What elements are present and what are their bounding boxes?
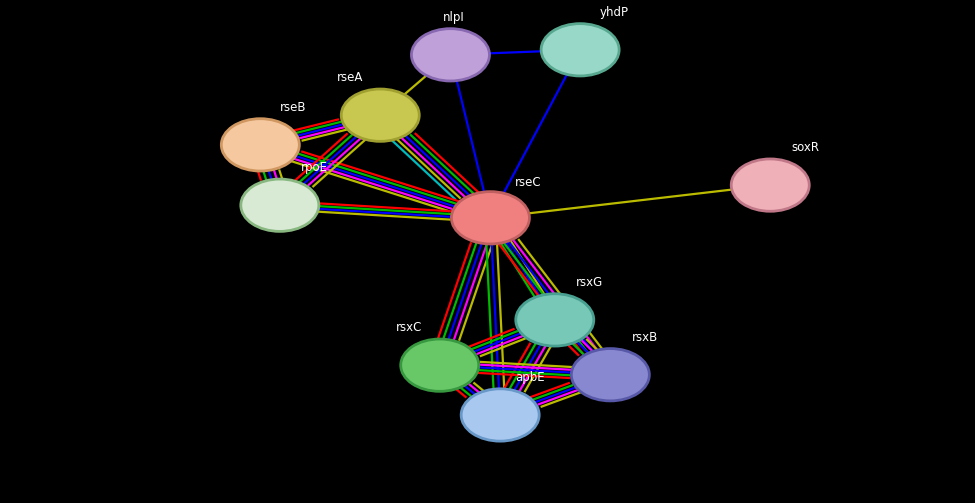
- Text: nlpI: nlpI: [443, 11, 464, 24]
- Text: apbE: apbE: [515, 371, 544, 384]
- Text: rseA: rseA: [336, 71, 363, 84]
- Ellipse shape: [341, 89, 419, 141]
- Ellipse shape: [731, 159, 809, 211]
- Ellipse shape: [516, 294, 594, 346]
- Text: rsxB: rsxB: [632, 330, 658, 344]
- Text: soxR: soxR: [792, 141, 820, 154]
- Ellipse shape: [461, 389, 539, 441]
- Text: rseB: rseB: [280, 101, 306, 114]
- Text: yhdP: yhdP: [600, 6, 629, 19]
- Text: rseC: rseC: [515, 176, 541, 189]
- Ellipse shape: [541, 24, 619, 76]
- Text: rsxG: rsxG: [576, 276, 604, 289]
- Ellipse shape: [571, 349, 649, 401]
- Ellipse shape: [451, 192, 529, 244]
- Ellipse shape: [401, 339, 479, 391]
- Text: rsxC: rsxC: [396, 321, 422, 334]
- Text: rpoE: rpoE: [301, 161, 329, 174]
- Ellipse shape: [241, 179, 319, 231]
- Ellipse shape: [411, 29, 489, 81]
- Ellipse shape: [221, 119, 299, 171]
